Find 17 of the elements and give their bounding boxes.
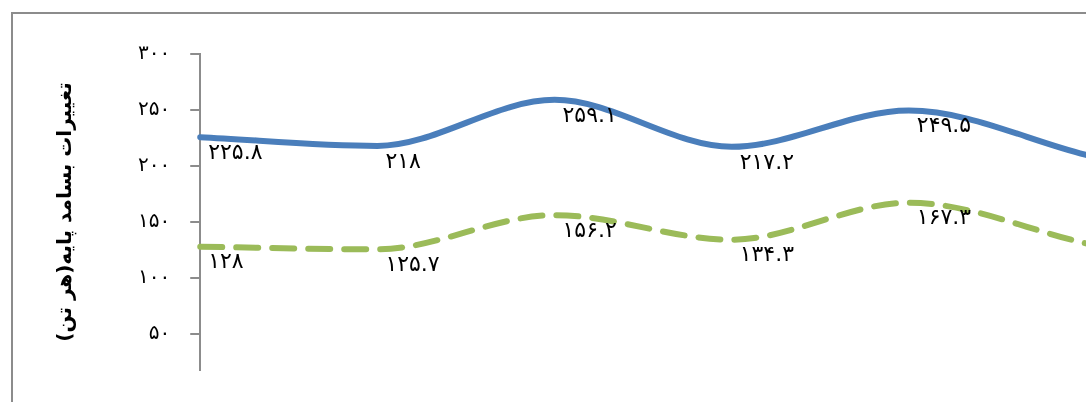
y-tick-label: ۲۵۰ xyxy=(137,96,171,121)
data-label: ۲۱۸ xyxy=(385,147,422,173)
data-label: ۲۱۷.۲ xyxy=(739,148,794,174)
y-tick-label: ۱۰۰ xyxy=(137,264,171,289)
y-tick-label: ۱۵۰ xyxy=(137,208,171,233)
data-label: ۱۵۶.۲ xyxy=(562,216,617,242)
data-label: ۱۲۸ xyxy=(208,248,244,274)
data-label: ۲۵۹.۱ xyxy=(562,101,617,127)
data-label: ۲۲۵.۸ xyxy=(208,138,263,164)
y-tick-label: ۵۰ xyxy=(148,320,171,345)
data-label: ۱۶۷.۳ xyxy=(916,204,972,230)
data-label: ۱۳۴.۳ xyxy=(739,241,795,267)
data-label: ۱۲۵.۷ xyxy=(385,251,440,277)
y-axis-title: تغییرات بسامد پایه(هر تن) xyxy=(52,82,78,342)
y-tick-label: ۲۰۰ xyxy=(137,152,171,177)
data-label: ۲۴۹.۵ xyxy=(916,112,972,138)
y-tick-label: ۳۰۰ xyxy=(137,40,171,65)
